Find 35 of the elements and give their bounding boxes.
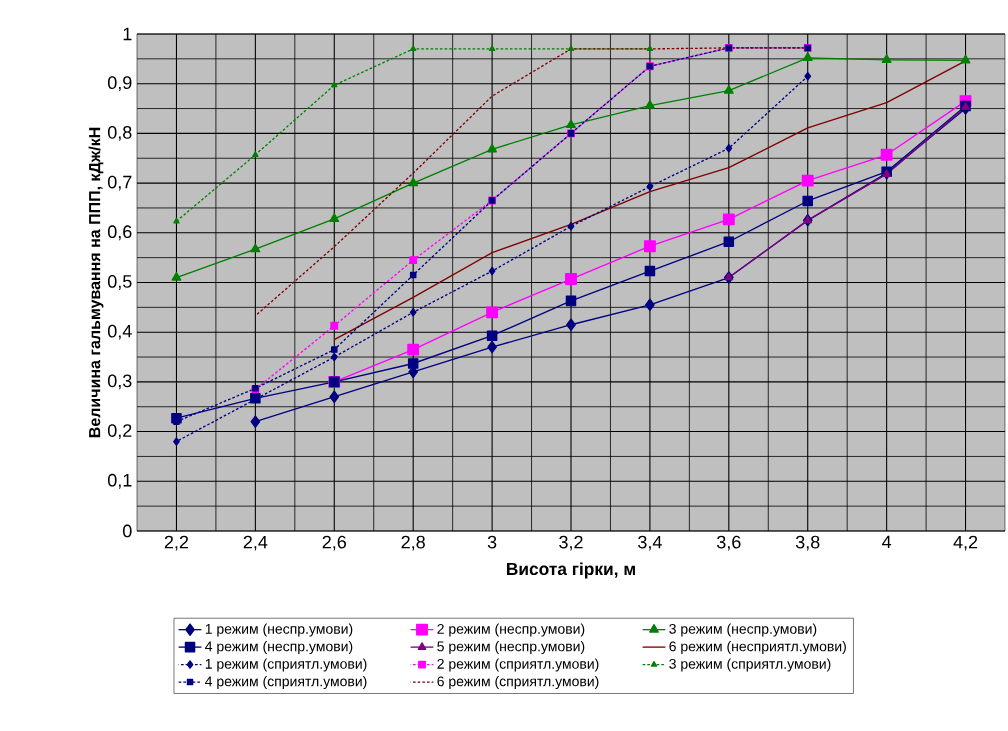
y-tick-label: 0,9 — [107, 76, 132, 92]
y-tick-label: 0 — [122, 524, 132, 538]
legend-label: 3 режим (сприятл.умови) — [669, 658, 831, 672]
x-tick-label: 2,8 — [401, 535, 425, 551]
x-tick-label: 2,6 — [322, 535, 346, 551]
y-tick-label: 0,1 — [107, 473, 132, 489]
x-tick-label: 2,4 — [243, 535, 268, 551]
x-tick-label: 4,2 — [953, 535, 978, 551]
y-tick-label: 0,5 — [107, 275, 132, 290]
legend-label: 5 режим (неспр.умови) — [437, 641, 585, 655]
y-tick-label: 0,4 — [107, 324, 132, 340]
legend-label: 4 режим (неспр.умови) — [205, 641, 353, 655]
legend-label: 2 режим (неспр.умови) — [437, 623, 585, 637]
legend-label: 4 режим (сприятл.умови) — [205, 676, 367, 690]
y-axis-title: Величина гальмування на ППП, кДж/кН — [88, 127, 104, 438]
x-tick-label: 3,2 — [559, 535, 583, 551]
y-tick-label: 0,2 — [107, 424, 132, 440]
x-tick-label: 3,6 — [717, 535, 741, 551]
x-tick-label: 3 — [487, 535, 497, 549]
legend-label: 6 режим (сприятл.умови) — [437, 676, 599, 690]
legend-label: 3 режим (неспр.умови) — [669, 623, 817, 637]
y-tick-label: 0,3 — [107, 374, 132, 390]
legend-label: 1 режим (сприятл.умови) — [205, 658, 367, 672]
y-tick-label: 0,8 — [107, 125, 132, 141]
x-tick-label: 3,8 — [795, 535, 820, 551]
y-tick-label: 1 — [123, 27, 132, 41]
x-tick-label: 3,4 — [638, 535, 662, 551]
legend-label: 2 режим (сприятл.умови) — [437, 658, 599, 672]
y-tick-label: 0,7 — [107, 175, 132, 191]
x-tick-label: 4 — [882, 535, 892, 549]
legend-label: 6 режим (несприятл.умови) — [669, 641, 846, 655]
x-axis-title: Висота гірки, м — [506, 562, 635, 579]
legend-label: 1 режим (неспр.умови) — [205, 623, 353, 637]
x-tick-label: 2,2 — [164, 535, 189, 551]
y-tick-label: 0,6 — [107, 225, 132, 241]
